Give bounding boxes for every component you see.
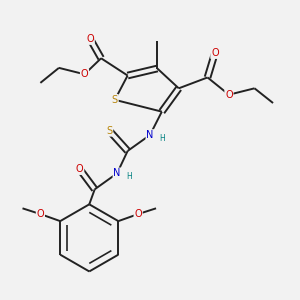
Text: H: H <box>159 134 165 143</box>
Text: N: N <box>113 168 121 178</box>
Text: H: H <box>126 172 132 181</box>
Text: N: N <box>146 130 154 140</box>
Text: S: S <box>106 126 112 136</box>
Text: O: O <box>86 34 94 44</box>
Text: O: O <box>37 209 44 219</box>
Text: S: S <box>112 95 118 105</box>
Text: O: O <box>225 90 233 100</box>
Text: O: O <box>134 209 142 219</box>
Text: O: O <box>211 48 219 58</box>
Text: O: O <box>81 69 88 79</box>
Text: O: O <box>76 164 83 174</box>
